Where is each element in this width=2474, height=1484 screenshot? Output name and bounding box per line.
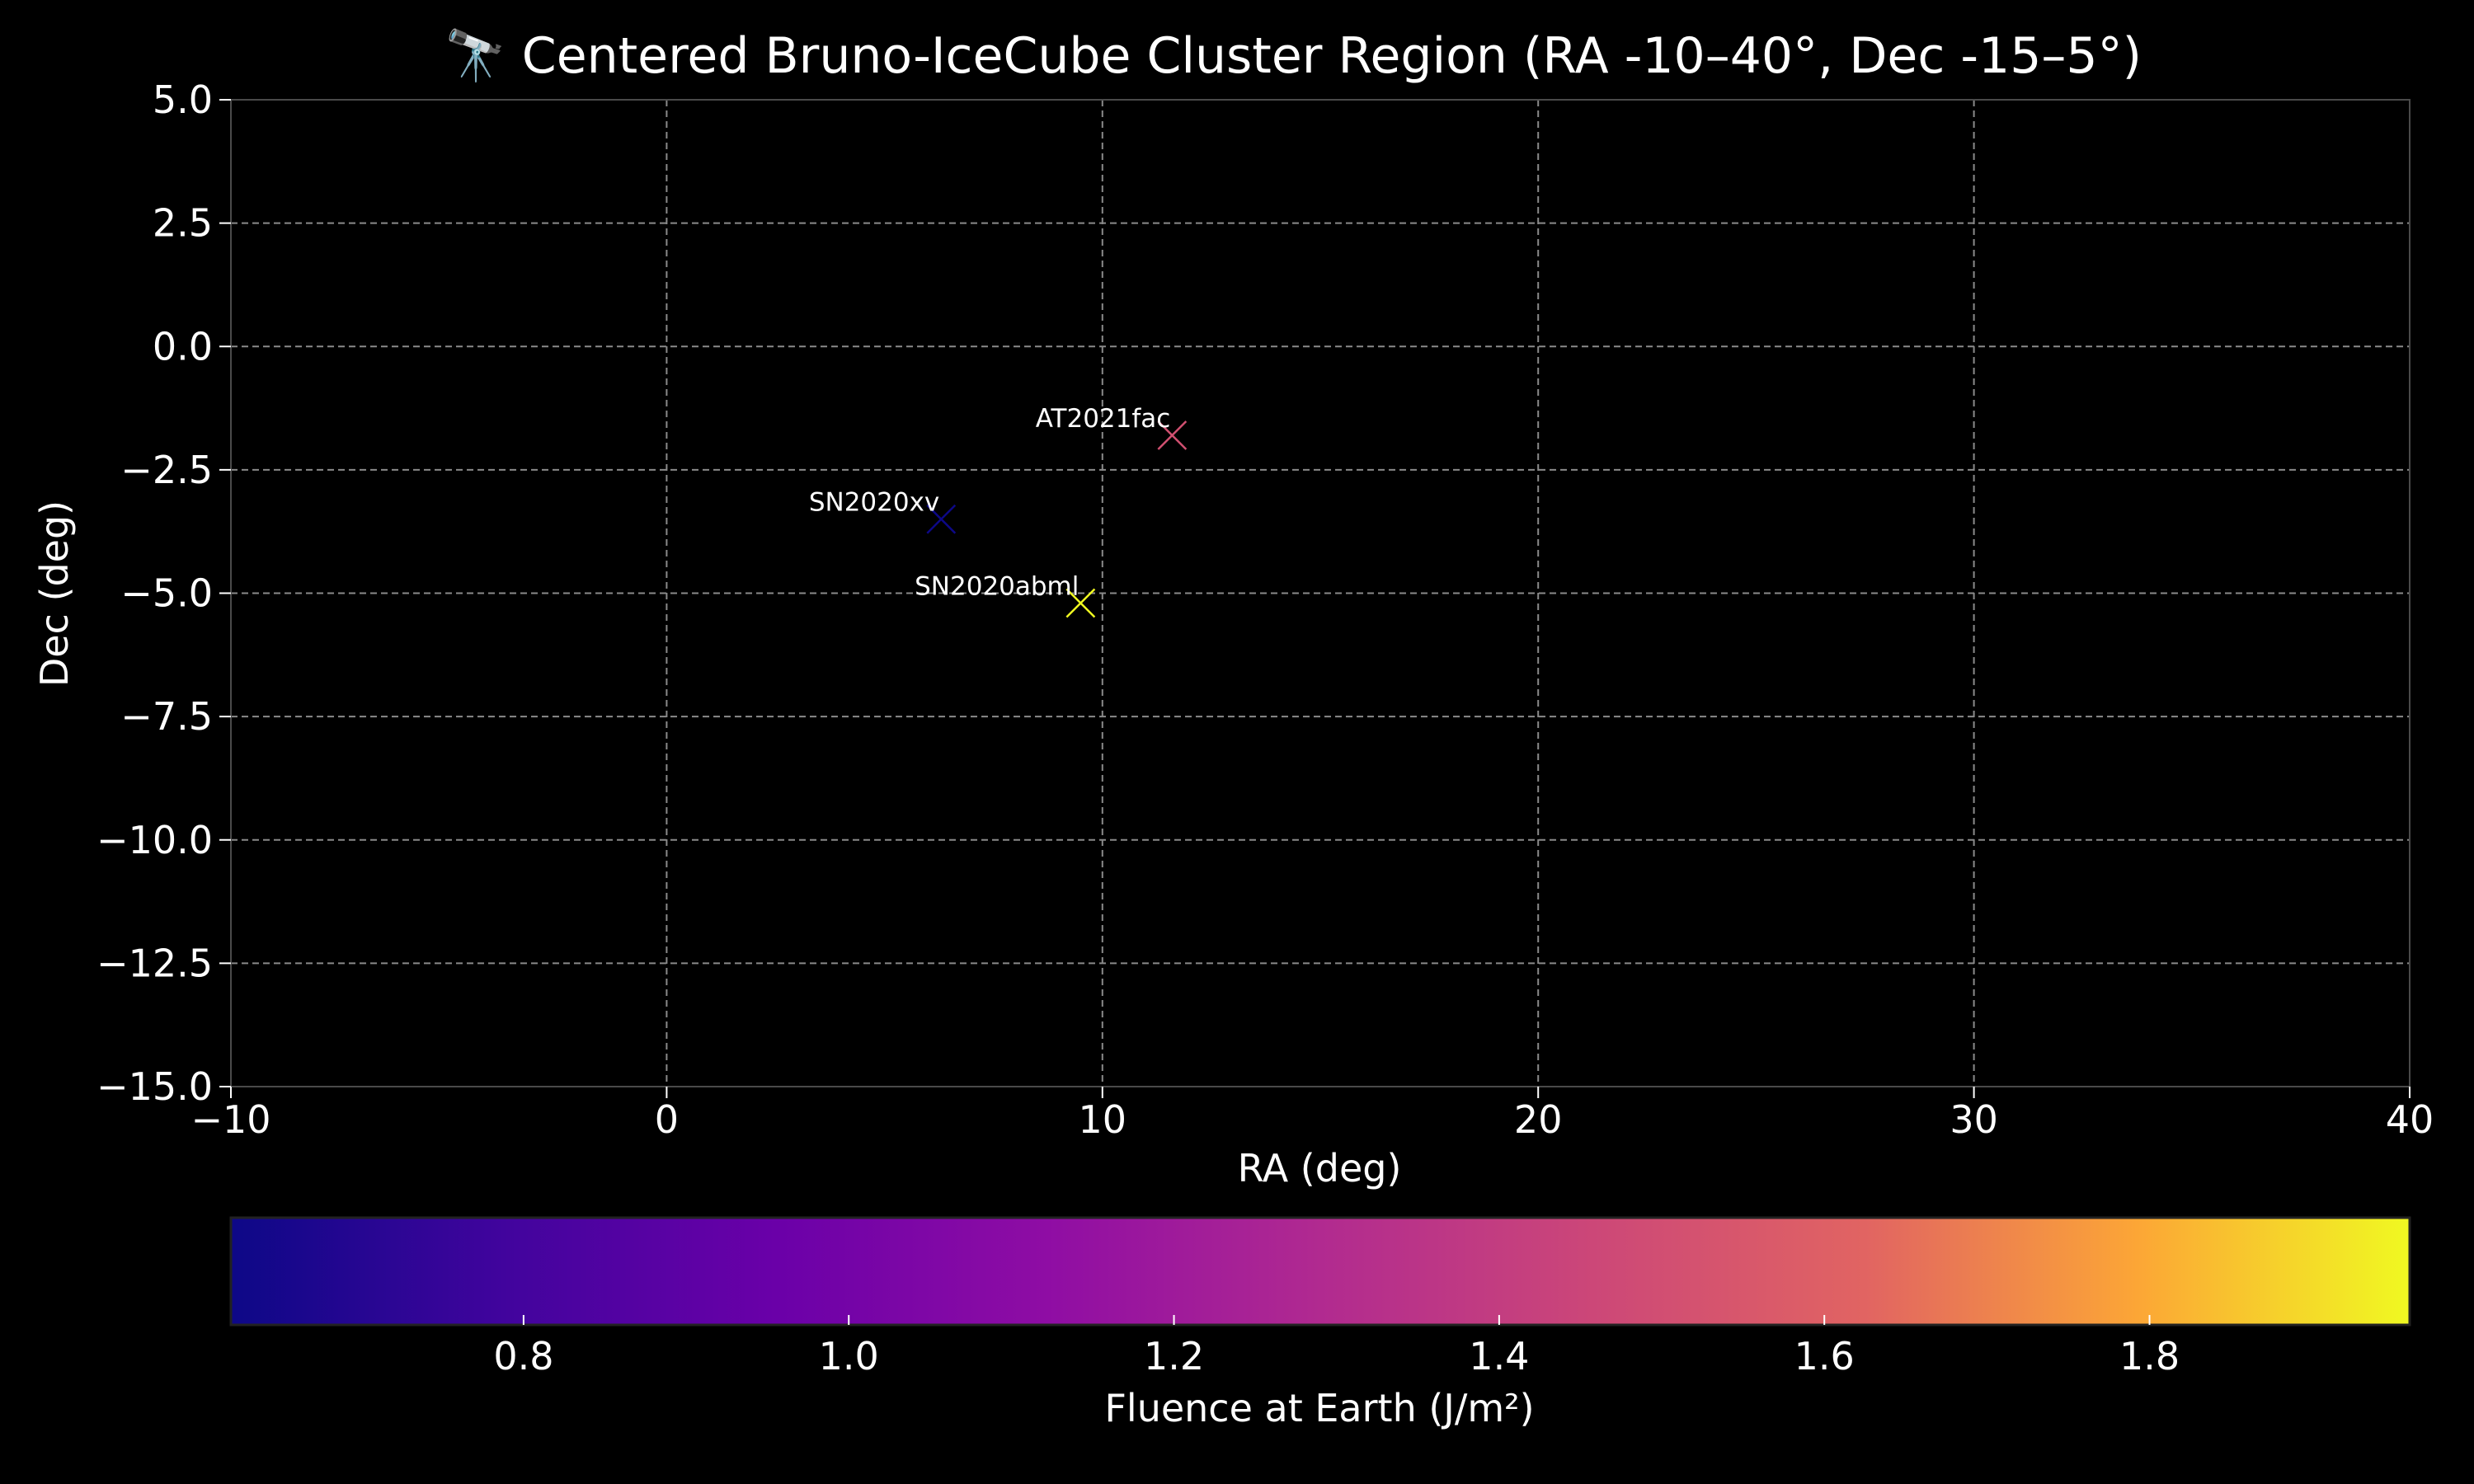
colorbar: [229, 1216, 2411, 1327]
y-tick-label: 2.5: [153, 201, 213, 246]
x-axis-label: RA (deg): [1238, 1146, 1402, 1190]
colorbar-tick-label: 1.8: [2119, 1334, 2180, 1378]
x-tick-label: 10: [1079, 1097, 1127, 1142]
x-tick-label: 40: [2386, 1097, 2434, 1142]
y-tick-label: −7.5: [120, 694, 213, 739]
y-tick-label: −12.5: [96, 941, 213, 985]
y-axis-label: Dec (deg): [32, 500, 77, 687]
y-tick-label: −5.0: [120, 571, 213, 616]
colorbar-tick-label: 1.2: [1144, 1334, 1204, 1378]
data-point: SN2020xv: [809, 488, 957, 534]
point-label: SN2020xv: [809, 488, 939, 518]
axis-ticks: −10 0 10 20 30 40 5.0 2.5 0.0 −2.5 −5.0 −7.5 −10.0 −1…: [96, 77, 2434, 1142]
y-tick-label: 0.0: [153, 324, 213, 369]
colorbar-tick-label: 1.4: [1469, 1334, 1529, 1378]
x-tick-label: 0: [655, 1097, 679, 1142]
x-tick-label: −10: [190, 1097, 270, 1142]
y-tick-label: 5.0: [153, 77, 213, 122]
x-tick-label: 30: [1950, 1097, 1998, 1142]
colorbar-ticks: 0.8 1.0 1.2 1.4 1.6 1.8: [493, 1315, 2180, 1378]
point-marker: [926, 504, 957, 534]
colorbar-label: Fluence at Earth (J/m²): [1104, 1386, 1534, 1430]
y-tick-label: −15.0: [96, 1064, 213, 1109]
data-point: SN2020abml: [915, 571, 1096, 618]
colorbar-tick-label: 0.8: [493, 1334, 553, 1378]
data-points: AT2021fac SN2020xv SN2020abml: [809, 404, 1188, 618]
x-tick-label: 20: [1514, 1097, 1563, 1142]
colorbar-tick-label: 1.6: [1794, 1334, 1855, 1378]
point-marker: [1157, 420, 1188, 450]
point-label: SN2020abml: [915, 571, 1079, 601]
point-marker: [1065, 588, 1096, 618]
y-tick-label: −10.0: [96, 818, 213, 862]
chart-title: 🔭 Centered Bruno-IceCube Cluster Region …: [444, 27, 2142, 85]
y-tick-label: −2.5: [120, 448, 213, 492]
data-point: AT2021fac: [1036, 404, 1188, 450]
colorbar-tick-label: 1.0: [819, 1334, 879, 1378]
point-label: AT2021fac: [1036, 404, 1171, 434]
